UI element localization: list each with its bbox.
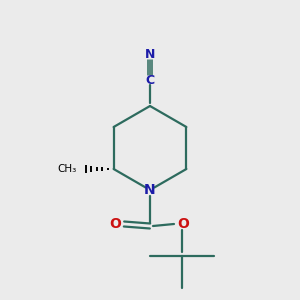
Text: CH₃: CH₃ bbox=[57, 164, 76, 174]
Text: O: O bbox=[109, 217, 121, 231]
Text: O: O bbox=[177, 217, 189, 231]
Text: N: N bbox=[145, 49, 155, 62]
Text: C: C bbox=[146, 74, 154, 86]
Text: N: N bbox=[144, 183, 156, 197]
